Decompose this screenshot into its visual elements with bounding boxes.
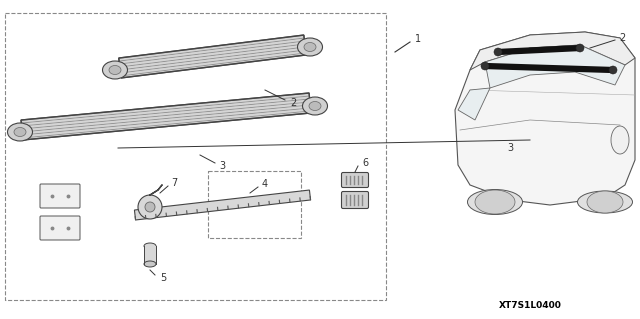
- Text: 1: 1: [415, 34, 421, 44]
- Ellipse shape: [102, 61, 127, 79]
- Polygon shape: [485, 45, 625, 88]
- Text: 3: 3: [507, 143, 513, 153]
- Ellipse shape: [304, 42, 316, 51]
- FancyBboxPatch shape: [40, 216, 80, 240]
- Polygon shape: [470, 32, 635, 70]
- Polygon shape: [458, 88, 490, 120]
- Text: 7: 7: [171, 178, 177, 188]
- Circle shape: [145, 202, 155, 212]
- Text: 6: 6: [362, 158, 368, 168]
- Bar: [144, 246, 156, 264]
- Ellipse shape: [144, 243, 156, 249]
- Ellipse shape: [309, 101, 321, 110]
- Ellipse shape: [14, 128, 26, 137]
- Text: 2: 2: [619, 33, 625, 43]
- Ellipse shape: [587, 191, 623, 213]
- Ellipse shape: [144, 261, 156, 267]
- Text: XT7S1L0400: XT7S1L0400: [499, 300, 561, 309]
- Bar: [5, 13, 386, 300]
- Circle shape: [481, 62, 489, 70]
- Polygon shape: [455, 32, 635, 205]
- Circle shape: [494, 48, 502, 56]
- Circle shape: [138, 195, 162, 219]
- Text: 3: 3: [219, 161, 225, 171]
- Ellipse shape: [467, 189, 522, 214]
- Ellipse shape: [475, 190, 515, 214]
- Ellipse shape: [109, 65, 121, 75]
- FancyBboxPatch shape: [342, 191, 369, 209]
- FancyBboxPatch shape: [342, 173, 369, 188]
- Circle shape: [609, 66, 617, 74]
- Polygon shape: [134, 190, 310, 220]
- Text: 4: 4: [262, 179, 268, 189]
- FancyBboxPatch shape: [40, 184, 80, 208]
- Ellipse shape: [8, 123, 33, 141]
- Ellipse shape: [298, 38, 323, 56]
- Polygon shape: [21, 93, 311, 140]
- Text: 2: 2: [290, 98, 296, 108]
- Circle shape: [576, 44, 584, 52]
- Ellipse shape: [611, 126, 629, 154]
- Text: 5: 5: [160, 273, 166, 283]
- Ellipse shape: [303, 97, 328, 115]
- Ellipse shape: [577, 191, 632, 213]
- Bar: [208, 171, 301, 238]
- Polygon shape: [119, 35, 306, 78]
